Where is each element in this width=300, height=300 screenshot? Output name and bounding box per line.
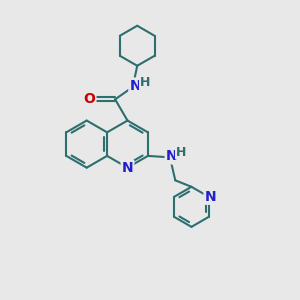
Text: O: O	[84, 92, 95, 106]
Text: N: N	[122, 161, 133, 175]
Text: N: N	[129, 79, 141, 92]
Text: H: H	[176, 146, 186, 159]
Text: N: N	[166, 149, 177, 164]
Text: H: H	[140, 76, 150, 89]
Text: N: N	[205, 190, 216, 204]
